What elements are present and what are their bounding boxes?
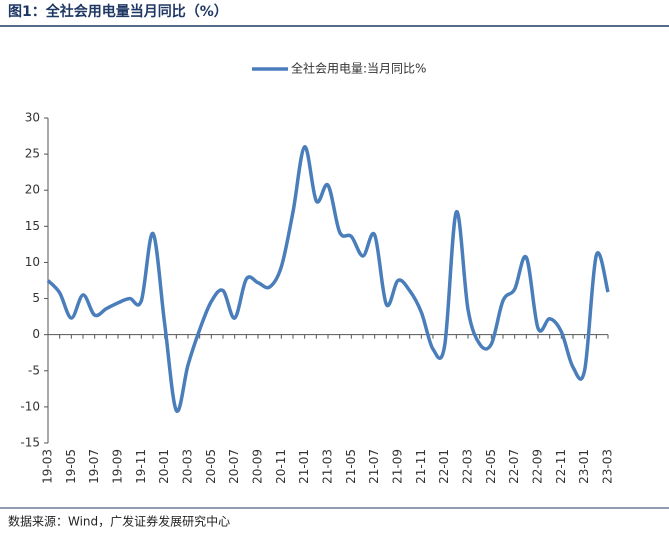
chart-title: 图1：全社会用电量当月同比（%）	[8, 3, 228, 20]
y-tick-label: 25	[25, 147, 40, 161]
y-tick-label: 30	[25, 111, 40, 125]
x-tick-label: 22-11	[554, 449, 568, 484]
y-tick-label: 0	[32, 327, 40, 341]
x-tick-label: 20-05	[204, 449, 218, 484]
y-tick-label: -10	[20, 399, 40, 413]
x-tick-label: 19-05	[64, 449, 78, 484]
y-tick-label: -15	[20, 436, 40, 450]
x-tick-label: 21-05	[344, 449, 358, 484]
x-tick-label: 22-05	[484, 449, 498, 484]
y-tick-label: 15	[25, 219, 40, 233]
legend-label: 全社会用电量:当月同比%	[291, 61, 426, 76]
source: 数据来源：Wind，广发证券发展研究中心	[8, 514, 230, 529]
x-tick-label: 20-11	[274, 449, 288, 484]
x-tick-label: 19-09	[111, 449, 125, 484]
x-tick-label: 19-11	[134, 449, 148, 484]
x-tick-label: 22-09	[531, 449, 545, 484]
x-tick-label: 20-07	[227, 449, 241, 484]
y-tick-label: 10	[25, 255, 40, 269]
x-tick-label: 19-07	[87, 449, 101, 484]
line-series	[46, 145, 610, 413]
x-tick-label: 22-07	[507, 449, 521, 484]
x-tick-label: 20-03	[181, 449, 195, 484]
x-tick-label: 21-11	[414, 449, 428, 484]
x-tick-label: 21-01	[297, 449, 311, 484]
x-tick-label: 22-01	[437, 449, 451, 484]
y-tick-label: -5	[28, 363, 40, 377]
x-tick-label: 23-03	[601, 449, 615, 484]
x-tick-label: 21-09	[391, 449, 405, 484]
x-tick-label: 21-07	[367, 449, 381, 484]
x-tick-label: 20-01	[157, 449, 171, 484]
x-tick-label: 22-03	[461, 449, 475, 484]
x-tick-label: 23-01	[577, 449, 591, 484]
x-tick-label: 21-03	[321, 449, 335, 484]
x-tick-label: 19-03	[41, 449, 55, 484]
y-tick-label: 5	[32, 291, 40, 305]
y-tick-label: 20	[25, 183, 40, 197]
x-tick-label: 20-09	[251, 449, 265, 484]
